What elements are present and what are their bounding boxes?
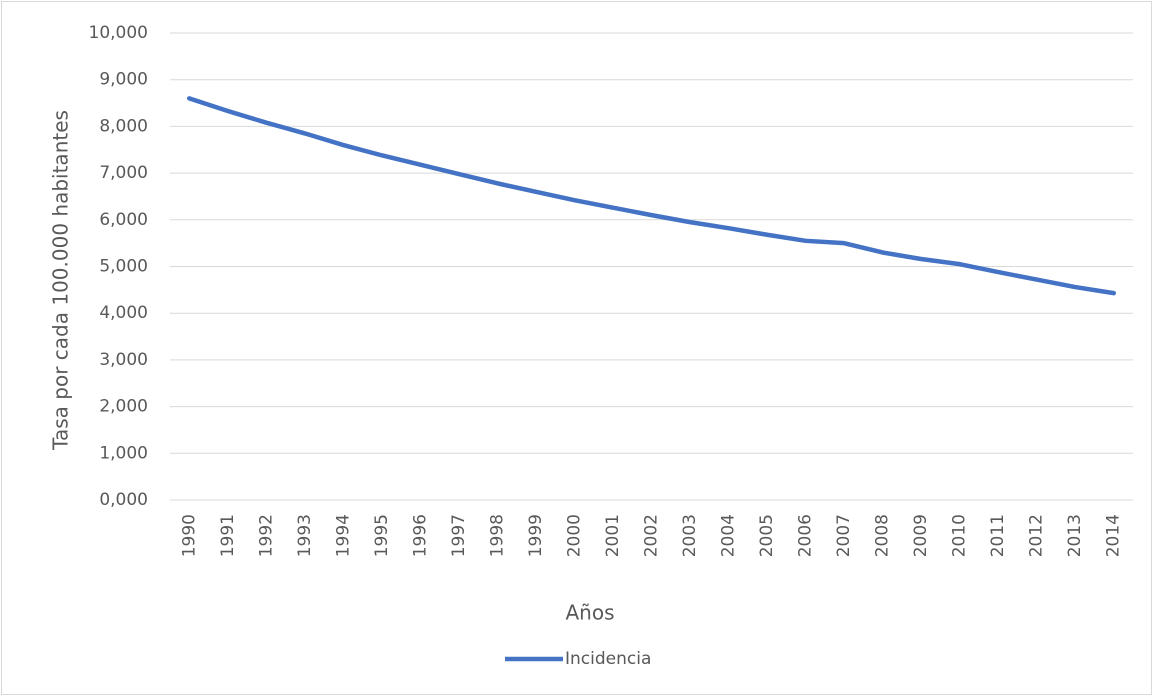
- x-axis-title: Años: [565, 601, 614, 625]
- x-tick-label: 1998: [487, 514, 507, 557]
- x-tick-label: 1996: [410, 514, 430, 557]
- x-tick-label: 2000: [564, 514, 584, 557]
- x-tick-label: 1992: [256, 514, 276, 557]
- x-tick-label: 1997: [449, 514, 469, 557]
- y-tick-label: 4,000: [99, 303, 148, 323]
- y-tick-label: 0,000: [99, 490, 148, 510]
- line: [187, 96, 1116, 296]
- x-tick-label: 1999: [526, 514, 546, 557]
- y-tick-label: 1,000: [99, 443, 148, 463]
- y-tick-label: 10,000: [89, 23, 148, 43]
- legend-label: Incidencia: [565, 649, 651, 669]
- x-tick-label: 2004: [719, 514, 739, 557]
- x-tick-label: 2001: [603, 514, 623, 557]
- x-tick-label: 2010: [950, 514, 970, 557]
- x-tick-label: 2008: [873, 514, 893, 557]
- x-tick-label: 1994: [333, 514, 353, 557]
- x-tick-label: 1990: [179, 514, 199, 557]
- y-tick-label: 5,000: [99, 257, 148, 277]
- y-tick-label: 7,000: [99, 163, 148, 183]
- x-tick-label: 1995: [372, 514, 392, 557]
- x-tick-label: 2002: [642, 514, 662, 557]
- x-tick-label: 2013: [1065, 514, 1085, 557]
- x-tick-label: 2005: [757, 514, 777, 557]
- x-tick-label: 2011: [988, 514, 1008, 557]
- x-tick-label: 2009: [911, 514, 931, 557]
- x-tick-label: 2014: [1104, 514, 1124, 557]
- y-tick-label: 3,000: [99, 350, 148, 370]
- x-tick-label: 1993: [295, 514, 315, 557]
- x-tick-label: 2006: [796, 514, 816, 557]
- y-tick-label: 8,000: [99, 116, 148, 136]
- x-tick-label: 2007: [834, 514, 854, 557]
- x-tick-label: 1991: [218, 514, 238, 557]
- x-tick-label: 2012: [1027, 514, 1047, 557]
- y-tick-label: 2,000: [99, 397, 148, 417]
- y-tick-label: 6,000: [99, 210, 148, 230]
- x-tick-label: 2003: [680, 514, 700, 557]
- y-tick-label: 9,000: [99, 70, 148, 90]
- y-axis-title: Tasa por cada 100.000 habitantes: [49, 110, 73, 451]
